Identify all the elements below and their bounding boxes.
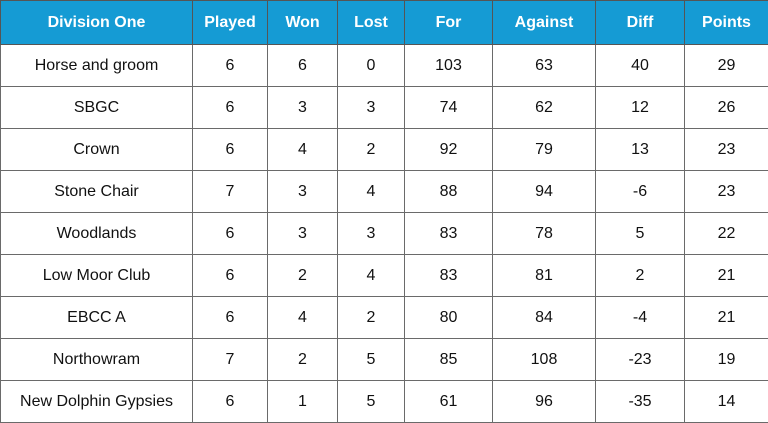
cell-points: 29: [685, 45, 768, 87]
cell-won: 1: [268, 381, 338, 423]
cell-for: 85: [405, 339, 493, 381]
cell-lost: 4: [338, 255, 405, 297]
cell-points: 22: [685, 213, 768, 255]
cell-against: 81: [493, 255, 596, 297]
cell-team: EBCC A: [1, 297, 193, 339]
cell-points: 23: [685, 171, 768, 213]
cell-team: Horse and groom: [1, 45, 193, 87]
cell-played: 6: [193, 255, 268, 297]
cell-lost: 0: [338, 45, 405, 87]
cell-for: 88: [405, 171, 493, 213]
cell-lost: 5: [338, 381, 405, 423]
cell-played: 6: [193, 381, 268, 423]
cell-won: 4: [268, 297, 338, 339]
cell-points: 19: [685, 339, 768, 381]
cell-won: 2: [268, 255, 338, 297]
cell-against: 94: [493, 171, 596, 213]
cell-played: 6: [193, 87, 268, 129]
cell-diff: -35: [596, 381, 685, 423]
cell-won: 6: [268, 45, 338, 87]
cell-won: 3: [268, 87, 338, 129]
cell-points: 14: [685, 381, 768, 423]
cell-played: 6: [193, 129, 268, 171]
cell-diff: 13: [596, 129, 685, 171]
cell-points: 21: [685, 297, 768, 339]
cell-won: 4: [268, 129, 338, 171]
cell-against: 84: [493, 297, 596, 339]
cell-diff: -6: [596, 171, 685, 213]
cell-against: 78: [493, 213, 596, 255]
cell-diff: -4: [596, 297, 685, 339]
cell-for: 92: [405, 129, 493, 171]
cell-against: 62: [493, 87, 596, 129]
cell-lost: 4: [338, 171, 405, 213]
cell-played: 7: [193, 171, 268, 213]
cell-diff: 2: [596, 255, 685, 297]
cell-won: 3: [268, 171, 338, 213]
column-header-won: Won: [268, 1, 338, 45]
cell-diff: -23: [596, 339, 685, 381]
cell-points: 26: [685, 87, 768, 129]
cell-diff: 12: [596, 87, 685, 129]
cell-diff: 5: [596, 213, 685, 255]
cell-against: 79: [493, 129, 596, 171]
cell-points: 23: [685, 129, 768, 171]
cell-played: 6: [193, 297, 268, 339]
cell-for: 61: [405, 381, 493, 423]
cell-for: 80: [405, 297, 493, 339]
column-header-against: Against: [493, 1, 596, 45]
column-header-lost: Lost: [338, 1, 405, 45]
column-header-points: Points: [685, 1, 768, 45]
cell-team: New Dolphin Gypsies: [1, 381, 193, 423]
cell-played: 6: [193, 45, 268, 87]
cell-team: Low Moor Club: [1, 255, 193, 297]
cell-points: 21: [685, 255, 768, 297]
cell-diff: 40: [596, 45, 685, 87]
cell-played: 7: [193, 339, 268, 381]
column-header-played: Played: [193, 1, 268, 45]
cell-team: Northowram: [1, 339, 193, 381]
cell-lost: 5: [338, 339, 405, 381]
column-header-team: Division One: [1, 1, 193, 45]
cell-for: 83: [405, 213, 493, 255]
cell-team: Woodlands: [1, 213, 193, 255]
cell-team: SBGC: [1, 87, 193, 129]
column-header-for: For: [405, 1, 493, 45]
cell-won: 3: [268, 213, 338, 255]
column-header-diff: Diff: [596, 1, 685, 45]
cell-for: 103: [405, 45, 493, 87]
cell-played: 6: [193, 213, 268, 255]
cell-lost: 2: [338, 297, 405, 339]
cell-team: Crown: [1, 129, 193, 171]
cell-against: 96: [493, 381, 596, 423]
cell-lost: 2: [338, 129, 405, 171]
cell-for: 83: [405, 255, 493, 297]
cell-for: 74: [405, 87, 493, 129]
cell-against: 63: [493, 45, 596, 87]
cell-won: 2: [268, 339, 338, 381]
cell-lost: 3: [338, 87, 405, 129]
cell-against: 108: [493, 339, 596, 381]
cell-team: Stone Chair: [1, 171, 193, 213]
cell-lost: 3: [338, 213, 405, 255]
